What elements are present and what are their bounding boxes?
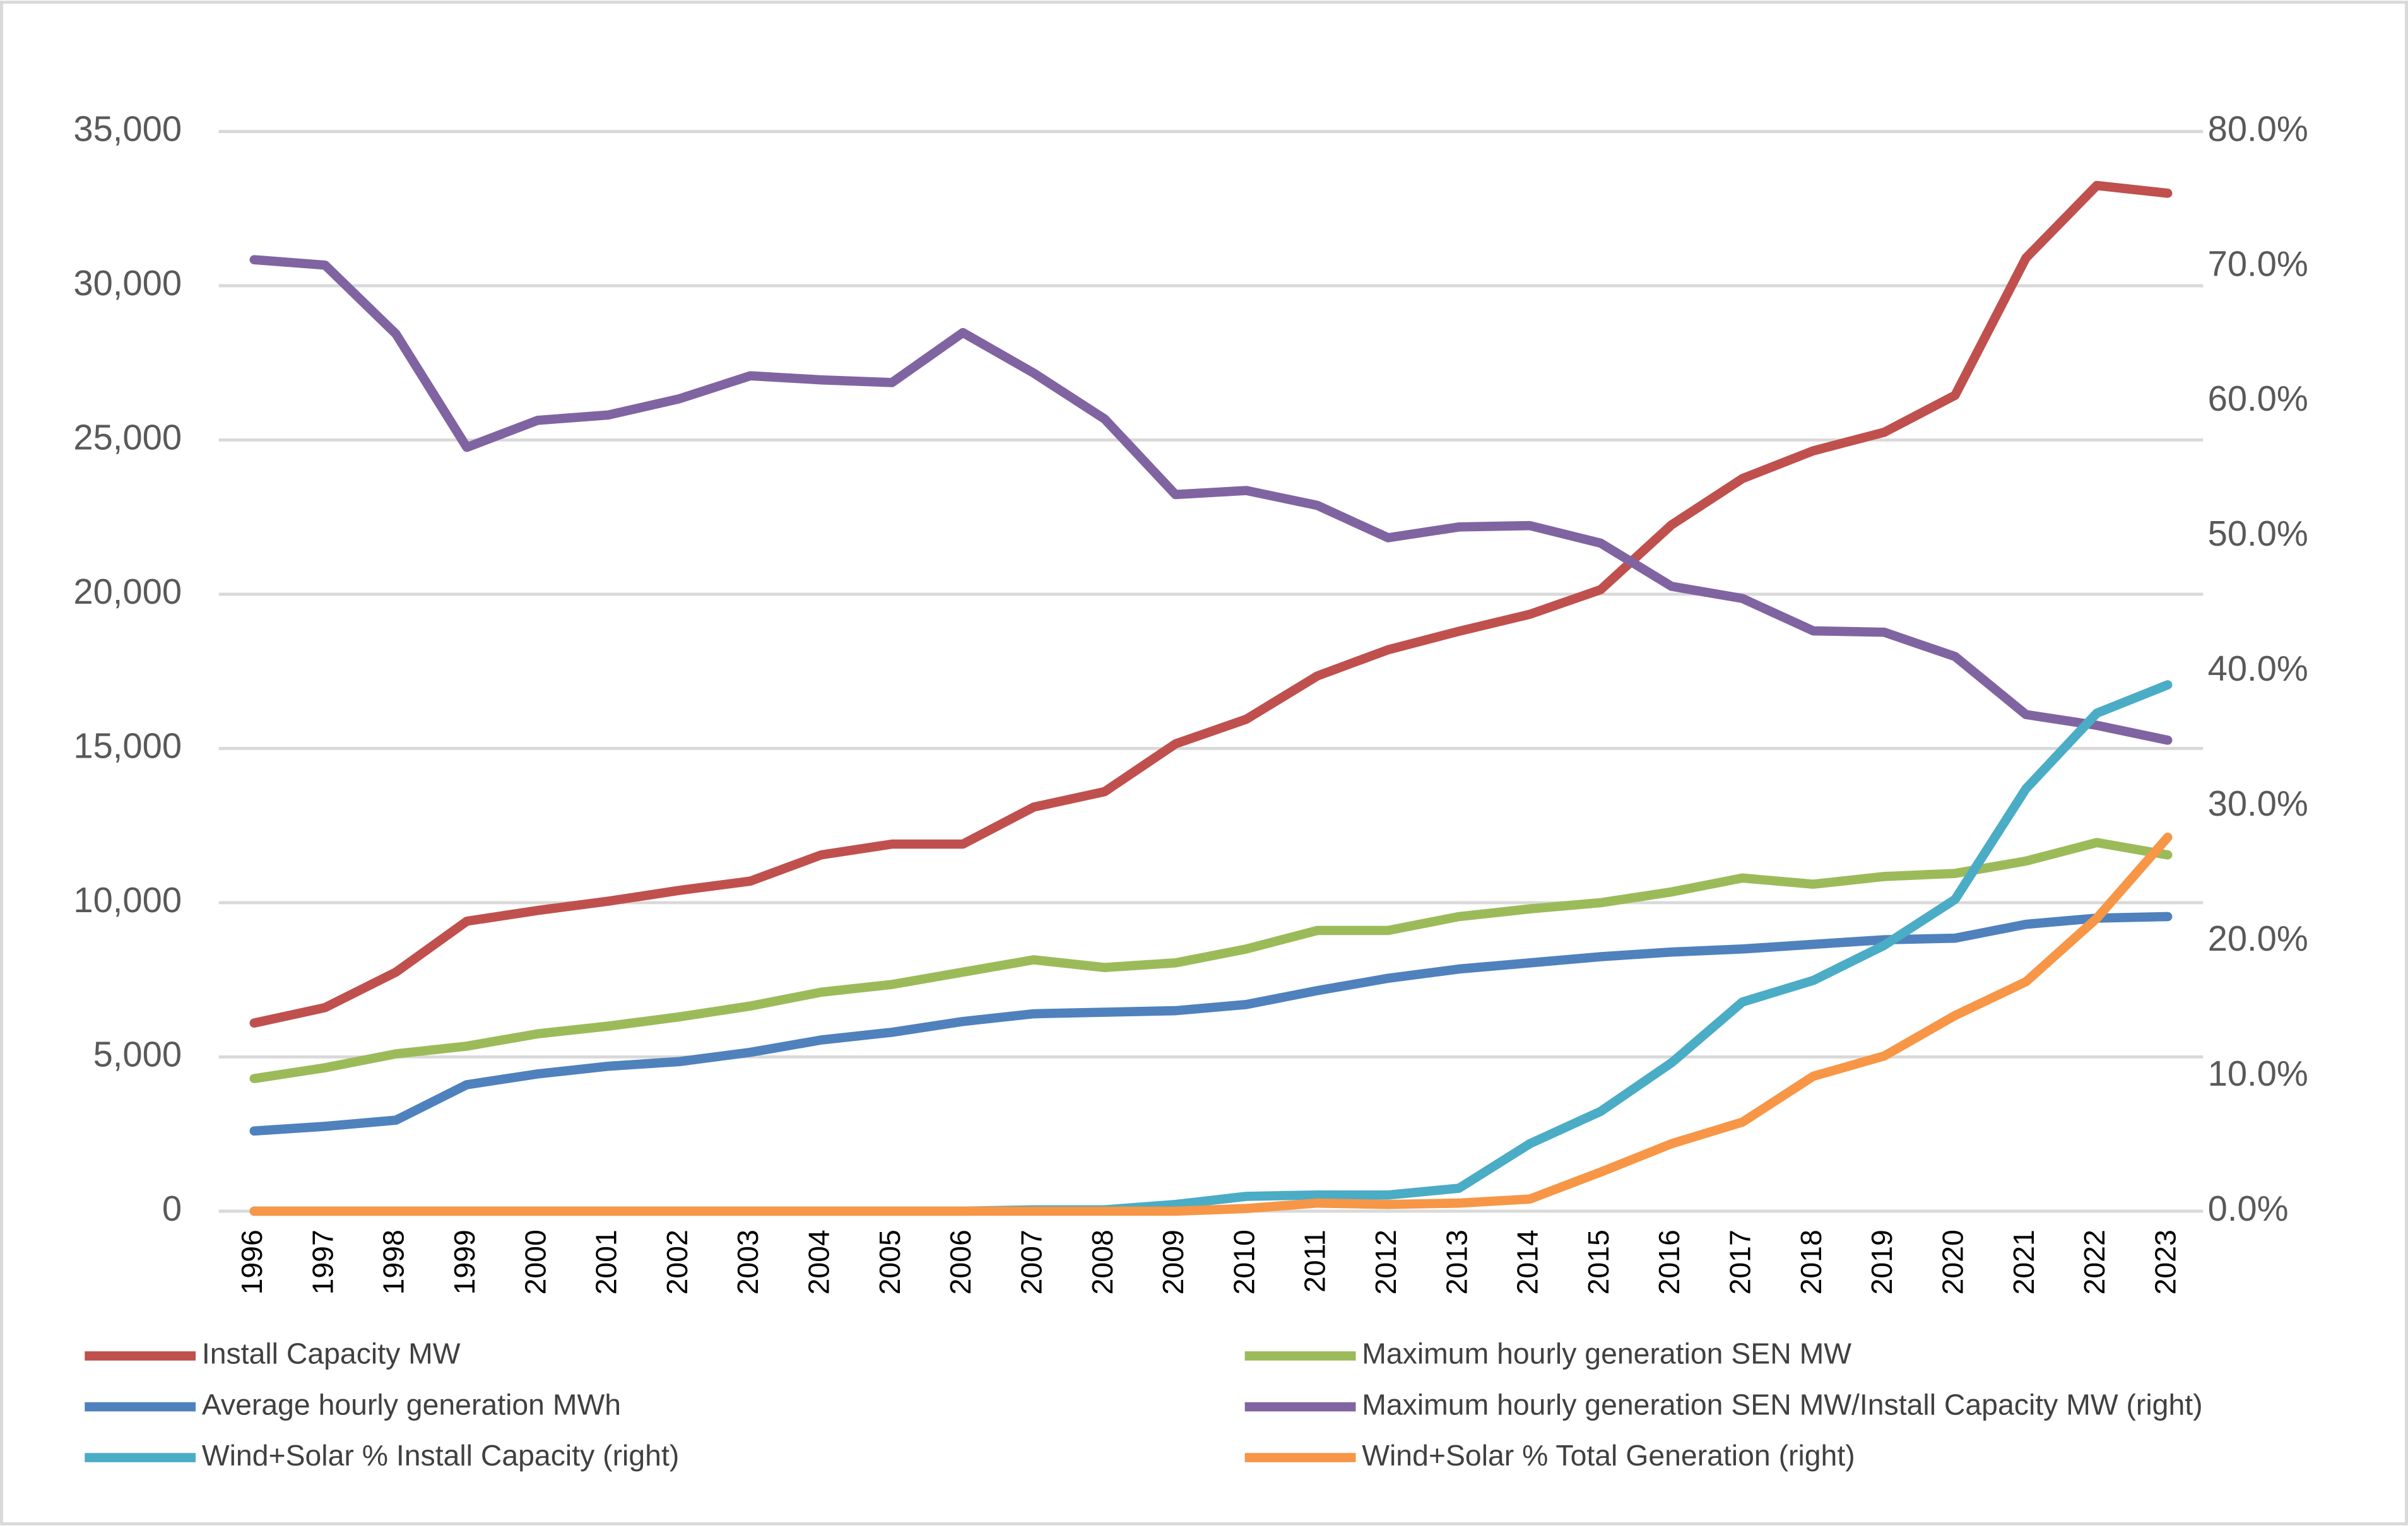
series-line [249, 912, 2173, 1136]
legend-label: Maximum hourly generation SEN MW/Install… [1362, 1388, 2202, 1421]
x-tick-label: 2003 [731, 1230, 764, 1294]
y2-tick-label: 30.0% [2208, 784, 2308, 823]
x-tick-label: 1996 [235, 1230, 268, 1294]
x-tick-label: 2015 [1582, 1230, 1615, 1294]
x-tick-label: 2022 [2078, 1230, 2111, 1294]
y-tick-label: 20,000 [73, 572, 182, 611]
x-tick-label: 2002 [661, 1230, 693, 1294]
x-tick-label: 2011 [1299, 1230, 1331, 1293]
series-line [249, 838, 2173, 1084]
y-tick-label: 15,000 [73, 725, 182, 765]
legend-label: Wind+Solar % Install Capacity (right) [202, 1439, 679, 1472]
y2-tick-label: 50.0% [2208, 514, 2308, 553]
x-tick-label: 2009 [1157, 1230, 1189, 1294]
y2-tick-label: 70.0% [2208, 244, 2308, 283]
y2-tick-label: 60.0% [2208, 379, 2308, 418]
y2-tick-label: 80.0% [2208, 109, 2308, 148]
y-tick-label: 10,000 [73, 880, 182, 920]
y2-tick-label: 0.0% [2208, 1189, 2289, 1228]
legend-label: Average hourly generation MWh [202, 1388, 621, 1421]
y-tick-label: 0 [162, 1189, 182, 1228]
legend-label: Wind+Solar % Total Generation (right) [1362, 1439, 1855, 1472]
x-tick-label: 1998 [377, 1230, 410, 1294]
x-tick-label: 2005 [873, 1230, 906, 1294]
x-tick-label: 2000 [519, 1230, 552, 1294]
x-tick-label: 2020 [1936, 1230, 1969, 1294]
x-tick-label: 1997 [306, 1230, 339, 1294]
series-line [249, 255, 2173, 745]
x-tick-label: 2014 [1511, 1230, 1544, 1294]
y2-tick-label: 10.0% [2208, 1054, 2308, 1093]
x-tick-label: 2019 [1865, 1230, 1898, 1294]
series-line [249, 833, 2173, 1216]
y2-tick-label: 20.0% [2208, 919, 2308, 958]
y2-tick-label: 40.0% [2208, 649, 2308, 688]
series-line [249, 180, 2173, 1028]
x-tick-label: 1999 [448, 1230, 481, 1294]
x-tick-label: 2013 [1440, 1230, 1473, 1294]
y-tick-label: 25,000 [73, 417, 182, 457]
x-tick-label: 2018 [1795, 1230, 1827, 1294]
x-tick-label: 2001 [590, 1230, 623, 1294]
y-tick-label: 5,000 [93, 1034, 182, 1074]
x-tick-label: 2006 [944, 1230, 977, 1294]
x-tick-label: 2004 [803, 1230, 835, 1294]
x-tick-label: 2012 [1369, 1230, 1402, 1294]
x-tick-label: 2010 [1227, 1230, 1260, 1294]
x-tick-label: 2023 [2149, 1230, 2181, 1294]
y-tick-label: 35,000 [73, 109, 182, 148]
x-tick-label: 2021 [2007, 1230, 2040, 1294]
x-tick-label: 2016 [1653, 1230, 1685, 1294]
x-tick-label: 2017 [1724, 1230, 1757, 1294]
legend-label: Maximum hourly generation SEN MW [1362, 1337, 1851, 1370]
y-tick-label: 30,000 [73, 263, 182, 303]
x-tick-label: 2007 [1015, 1230, 1048, 1294]
x-tick-label: 2008 [1086, 1230, 1119, 1294]
legend-label: Install Capacity MW [202, 1337, 461, 1370]
